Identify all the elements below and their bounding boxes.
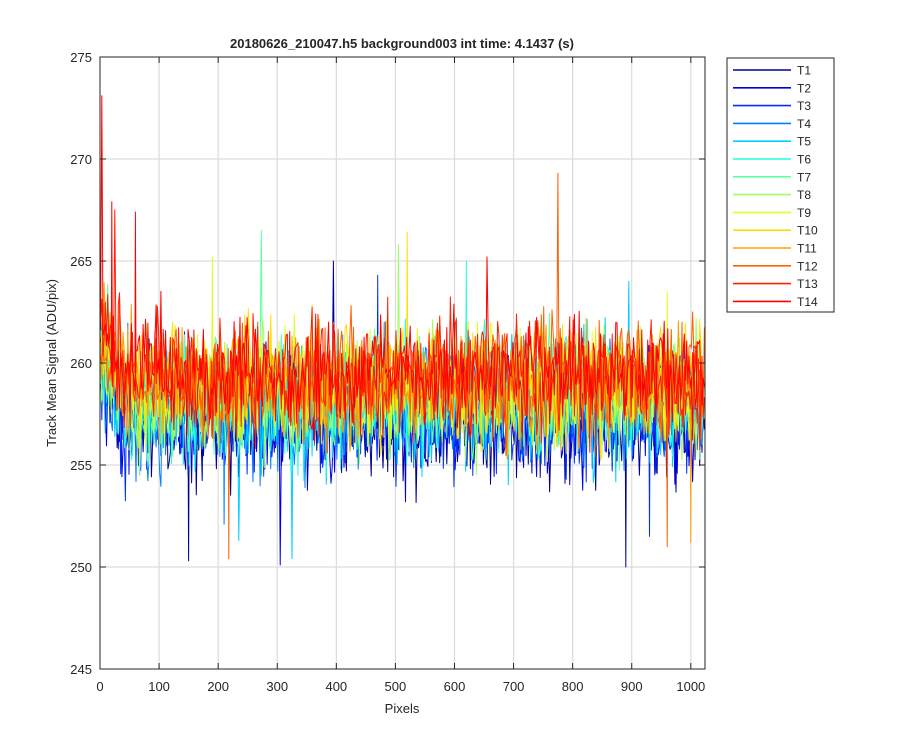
legend-label-t9: T9 [797,206,811,220]
legend: T1 T2 T3 T4 T5 T6 T7 T8 T9 T10 T11 T12 T13 T14 [726,57,835,313]
legend-label-t7: T7 [797,170,811,184]
x-tick-label: 700 [503,679,525,694]
legend-box [726,57,835,313]
y-axis-label: Track Mean Signal (ADU/pix) [44,279,59,447]
x-tick-label: 300 [266,679,288,694]
series-group [100,95,705,568]
x-tick-label: 900 [621,679,643,694]
legend-label-t1: T1 [797,64,811,78]
x-tick-label: 400 [325,679,347,694]
legend-label-t8: T8 [797,188,811,202]
x-tick-label: 200 [207,679,229,694]
y-tick-label: 275 [70,50,92,65]
chart-title: 20180626_210047.h5 background003 int tim… [230,36,574,51]
y-tick-label: 260 [70,356,92,371]
x-axis-label: Pixels [385,701,420,716]
legend-label-t12: T12 [797,259,818,273]
x-tick-label: 800 [562,679,584,694]
x-tick-label: 0 [96,679,103,694]
x-tick-label: 100 [148,679,170,694]
legend-label-t11: T11 [797,242,817,256]
y-axis: 245 250 255 260 265 270 275 [70,50,705,677]
legend-label-t3: T3 [797,99,811,113]
y-tick-label: 270 [70,152,92,167]
y-tick-label: 245 [70,662,92,677]
legend-label-t4: T4 [797,117,811,131]
y-tick-label: 255 [70,458,92,473]
legend-label-t5: T5 [797,135,811,149]
legend-label-t14: T14 [797,295,818,309]
legend-label-t2: T2 [797,81,811,95]
x-axis: 0 100 200 300 400 500 600 700 800 900 1000 [96,57,705,694]
y-tick-label: 250 [70,560,92,575]
series-line-t14 [100,95,705,443]
plot-area: 0 100 200 300 400 500 600 700 800 900 1000 2452502… [70,50,706,694]
x-tick-label: 500 [385,679,407,694]
x-tick-label: 1000 [676,679,705,694]
series-line-t13 [100,209,705,456]
x-tick-label: 600 [444,679,466,694]
legend-label-t10: T10 [797,224,818,238]
y-tick-label: 265 [70,254,92,269]
legend-label-t6: T6 [797,153,811,167]
legend-label-t13: T13 [797,277,818,291]
